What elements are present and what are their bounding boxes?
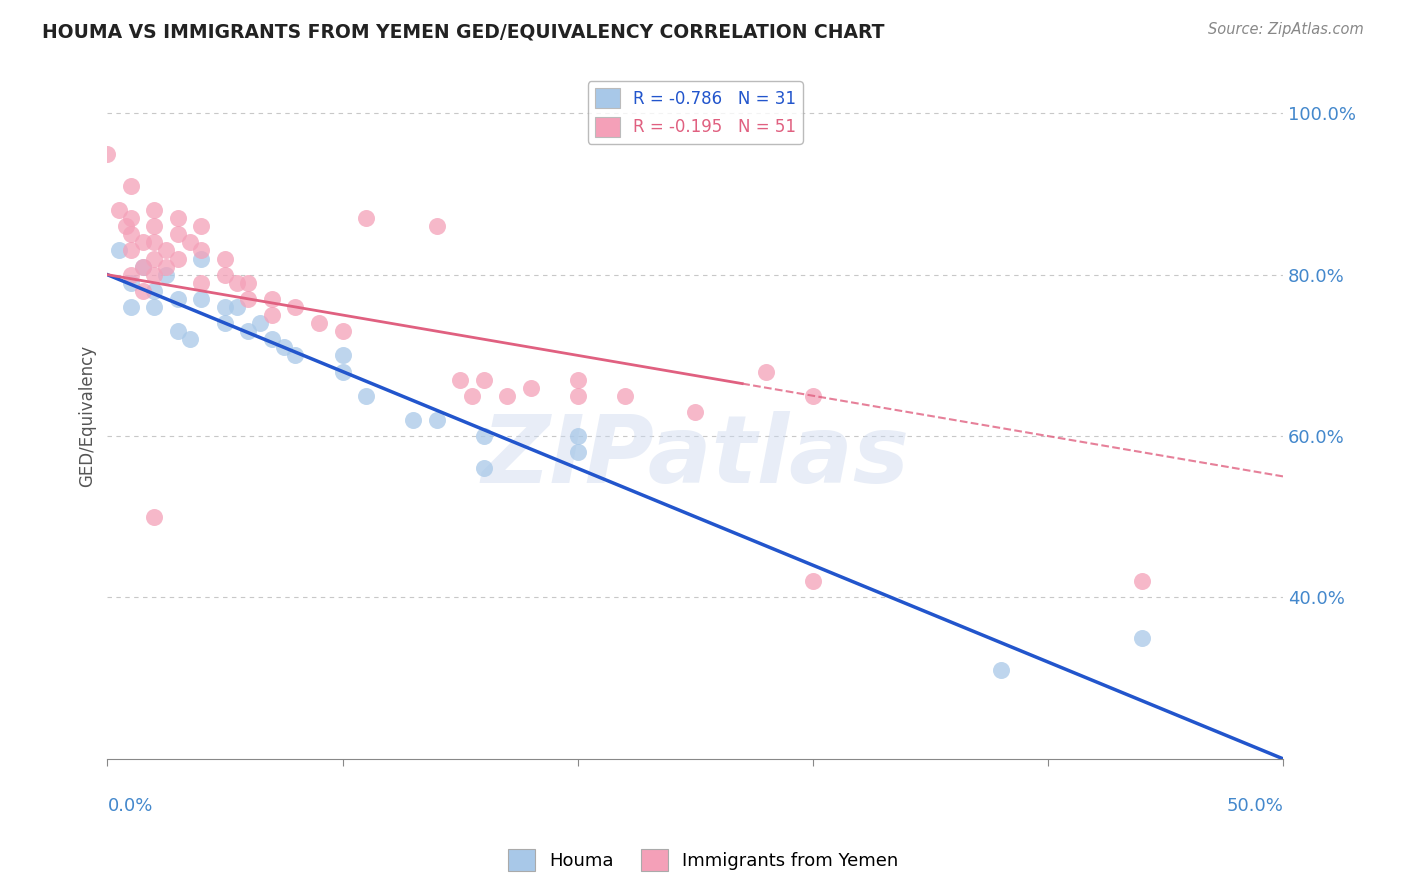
Point <box>260 292 283 306</box>
Point <box>167 292 190 306</box>
Point <box>108 203 131 218</box>
Point <box>190 292 212 306</box>
Point <box>214 300 236 314</box>
Point <box>155 244 177 258</box>
Point <box>120 244 142 258</box>
Legend: Houma, Immigrants from Yemen: Houma, Immigrants from Yemen <box>501 842 905 879</box>
Legend: R = -0.786   N = 31, R = -0.195   N = 51: R = -0.786 N = 31, R = -0.195 N = 51 <box>588 81 803 144</box>
Point <box>190 252 212 266</box>
Point <box>238 292 260 306</box>
Point <box>354 211 377 226</box>
Y-axis label: GED/Equivalency: GED/Equivalency <box>79 345 96 487</box>
Point <box>284 300 307 314</box>
Point <box>613 389 636 403</box>
Point <box>332 364 354 378</box>
Point <box>801 389 824 403</box>
Point <box>167 252 190 266</box>
Point <box>143 252 166 266</box>
Point <box>214 252 236 266</box>
Point <box>214 316 236 330</box>
Point <box>190 276 212 290</box>
Point <box>131 260 153 274</box>
Point <box>225 276 247 290</box>
Point <box>801 574 824 589</box>
Point <box>120 268 142 282</box>
Point <box>567 389 589 403</box>
Point <box>755 364 778 378</box>
Point <box>143 300 166 314</box>
Point <box>308 316 330 330</box>
Point <box>567 429 589 443</box>
Point <box>461 389 484 403</box>
Point <box>108 244 131 258</box>
Point <box>260 332 283 346</box>
Point <box>131 284 153 298</box>
Point <box>425 219 447 234</box>
Point <box>143 284 166 298</box>
Point <box>131 260 153 274</box>
Point <box>567 373 589 387</box>
Point <box>143 203 166 218</box>
Point <box>425 413 447 427</box>
Point <box>472 373 495 387</box>
Point <box>190 219 212 234</box>
Text: 50.0%: 50.0% <box>1226 797 1284 814</box>
Point <box>179 332 201 346</box>
Point <box>260 308 283 322</box>
Point <box>167 211 190 226</box>
Point <box>120 178 142 193</box>
Point <box>519 381 541 395</box>
Point <box>332 324 354 338</box>
Point <box>354 389 377 403</box>
Point <box>1130 574 1153 589</box>
Point <box>238 276 260 290</box>
Point <box>273 340 295 354</box>
Point <box>143 235 166 250</box>
Point <box>143 268 166 282</box>
Point <box>115 219 138 234</box>
Point <box>120 211 142 226</box>
Point <box>238 324 260 338</box>
Point <box>96 146 118 161</box>
Point <box>332 348 354 362</box>
Point <box>167 227 190 242</box>
Point <box>990 663 1012 677</box>
Point <box>1130 631 1153 645</box>
Point <box>449 373 471 387</box>
Text: 0.0%: 0.0% <box>107 797 153 814</box>
Point <box>155 268 177 282</box>
Point <box>143 219 166 234</box>
Text: HOUMA VS IMMIGRANTS FROM YEMEN GED/EQUIVALENCY CORRELATION CHART: HOUMA VS IMMIGRANTS FROM YEMEN GED/EQUIV… <box>42 22 884 41</box>
Point <box>496 389 519 403</box>
Point <box>284 348 307 362</box>
Text: ZIPatlas: ZIPatlas <box>481 411 910 503</box>
Point <box>683 405 706 419</box>
Point <box>472 461 495 475</box>
Point <box>214 268 236 282</box>
Point <box>131 235 153 250</box>
Point <box>190 244 212 258</box>
Point <box>167 324 190 338</box>
Point <box>472 429 495 443</box>
Point <box>402 413 425 427</box>
Point <box>120 276 142 290</box>
Point <box>143 509 166 524</box>
Point <box>155 260 177 274</box>
Point <box>120 300 142 314</box>
Point <box>567 445 589 459</box>
Point <box>120 227 142 242</box>
Point <box>225 300 247 314</box>
Point <box>179 235 201 250</box>
Text: Source: ZipAtlas.com: Source: ZipAtlas.com <box>1208 22 1364 37</box>
Point <box>249 316 271 330</box>
